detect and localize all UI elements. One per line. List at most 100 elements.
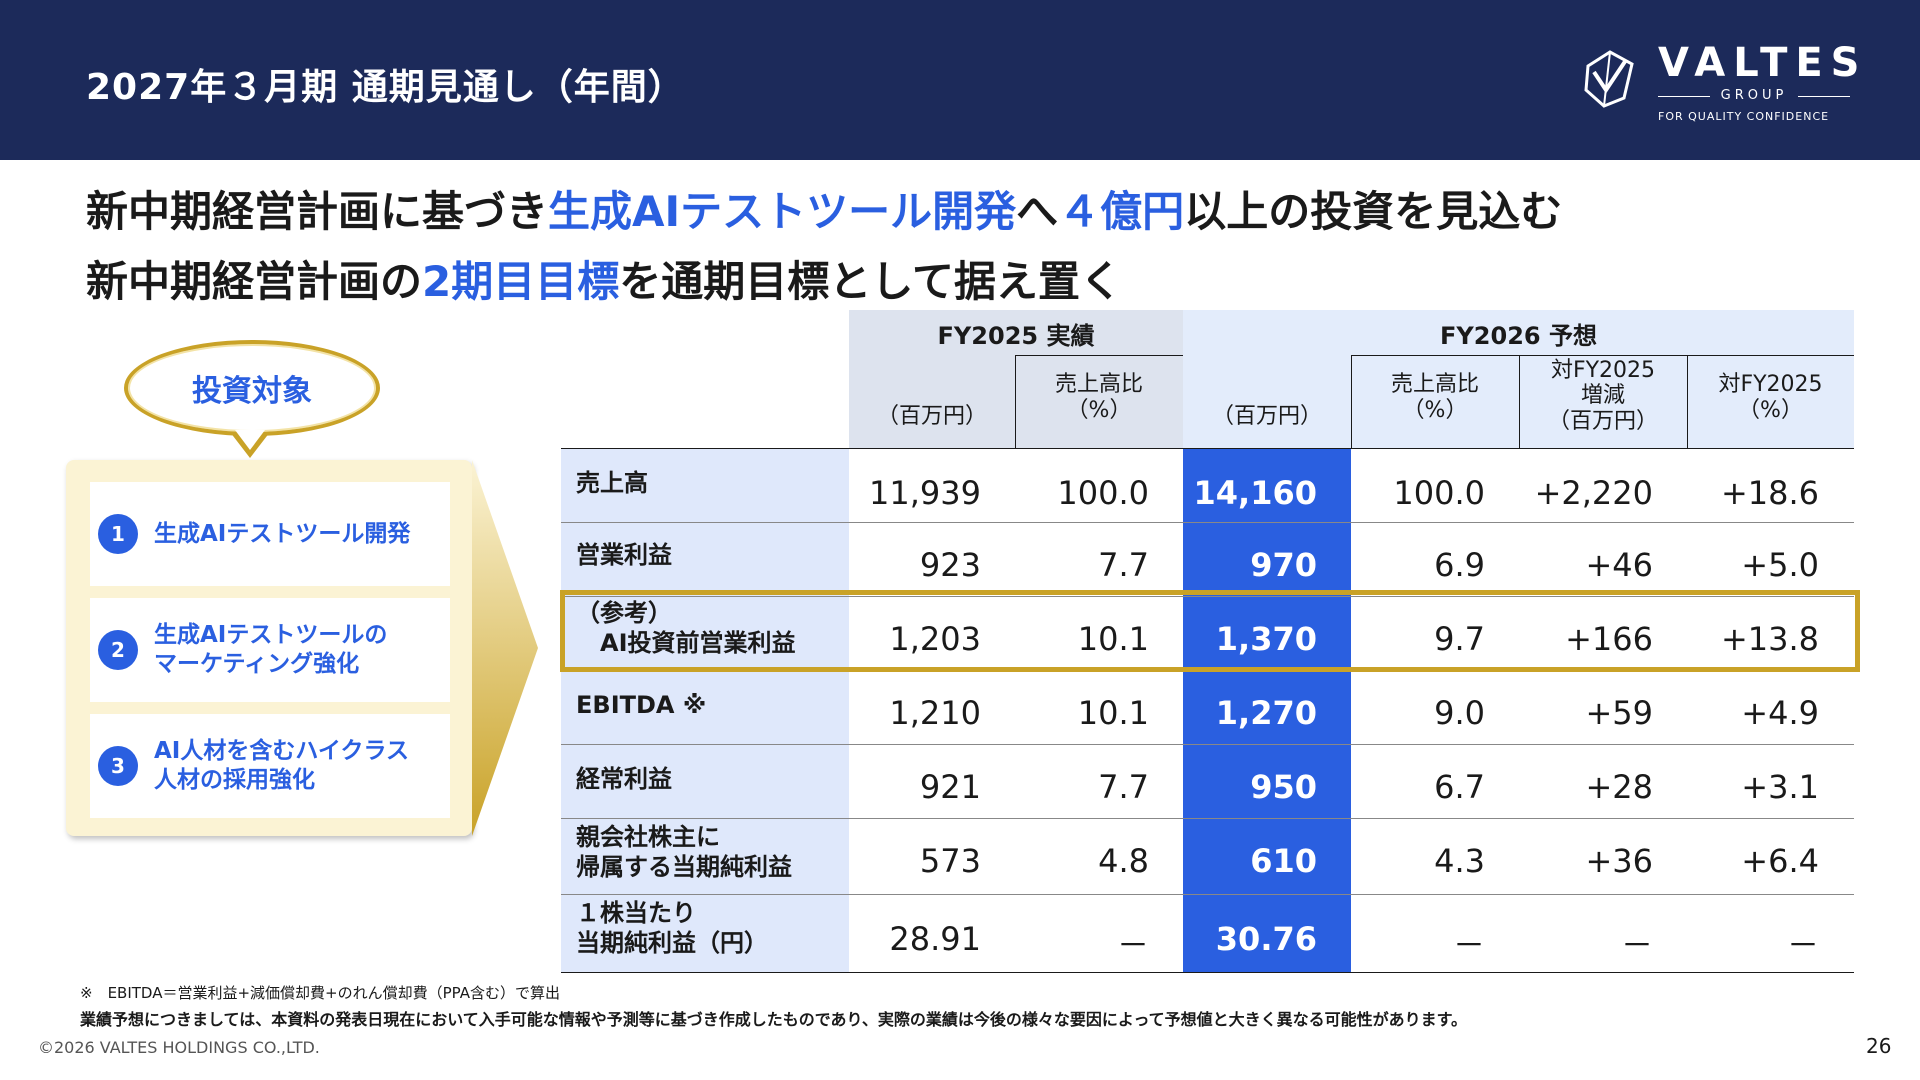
table-cell: 10.1 — [1077, 694, 1149, 732]
col-header: 対FY2025 （%） — [1718, 372, 1823, 424]
bubble-tail-inner — [235, 430, 265, 450]
investment-panel: 1 生成AIテストツール開発 2 生成AIテストツールの マーケティング強化 3… — [66, 460, 472, 836]
headline-2b: 2期目目標 — [422, 257, 620, 306]
table-cell: +4.9 — [1741, 694, 1819, 732]
logo-group: GROUP — [1658, 88, 1850, 103]
table-cell: 10.1 — [1077, 620, 1149, 658]
table-cell: 11,939 — [869, 474, 981, 512]
table-cell: 1,203 — [889, 620, 981, 658]
table-cell: +59 — [1585, 694, 1653, 732]
table-cell: +18.6 — [1720, 474, 1819, 512]
row-divider — [561, 818, 1854, 819]
table-cell: +13.8 — [1720, 620, 1819, 658]
table-cell: 28.91 — [889, 920, 981, 958]
number-badge: 3 — [98, 746, 138, 786]
col-header: 売上高比 （%） — [1390, 372, 1479, 424]
investment-label: 生成AIテストツール開発 — [154, 520, 411, 547]
arrow-right-icon — [472, 460, 538, 836]
table-cell: 6.9 — [1434, 546, 1485, 584]
row-divider — [561, 596, 1854, 597]
row-divider — [561, 448, 1854, 449]
row-label: １株当たり 当期純利益（円） — [576, 899, 768, 957]
table-cell: 9.7 — [1434, 620, 1485, 658]
subheader-border — [1519, 355, 1520, 448]
page-number: 26 — [1866, 1034, 1892, 1058]
subheader-border — [1687, 355, 1688, 448]
col-header: 対FY2025 増減 （百万円） — [1547, 358, 1658, 434]
row-label: 売上高 — [576, 469, 648, 497]
table-cell: +5.0 — [1741, 546, 1819, 584]
investment-label: 生成AIテストツールの マーケティング強化 — [154, 622, 388, 677]
table-cell: 14,160 — [1193, 474, 1317, 512]
headline-line-1: 新中期経営計画に基づき生成AIテストツール開発へ４億円以上の投資を見込む — [86, 178, 1562, 239]
table-cell: 100.0 — [1393, 474, 1485, 512]
subheader-border — [1351, 355, 1854, 356]
table-cell: 30.76 — [1215, 920, 1317, 958]
table-cell: 1,270 — [1215, 694, 1317, 732]
table-cell: +6.4 — [1741, 842, 1819, 880]
table-cell: 100.0 — [1057, 474, 1149, 512]
investment-item: 3 AI人材を含むハイクラス 人材の採用強化 — [90, 714, 450, 818]
headline-1e: 以上の投資を見込む — [1184, 187, 1563, 236]
headline-1b: 生成AIテストツール開発 — [548, 187, 1017, 236]
table-cell: 610 — [1250, 842, 1317, 880]
row-label-column — [561, 448, 849, 972]
headline-1c: へ — [1016, 187, 1059, 236]
table-cell: +3.1 — [1741, 768, 1819, 806]
row-label: EBITDA ※ — [576, 691, 707, 719]
company-logo: VALTES GROUP FOR QUALITY CONFIDENCE — [1580, 40, 1860, 130]
table-cell: +166 — [1565, 620, 1653, 658]
group-header-actual: FY2025 実績 — [937, 322, 1095, 350]
table-cell: 7.7 — [1098, 546, 1149, 584]
table-cell: － — [1116, 926, 1149, 964]
forecast-highlight-column — [1183, 448, 1351, 972]
row-divider — [561, 972, 1854, 973]
table-cell: 4.8 — [1098, 842, 1149, 880]
table-cell: 573 — [919, 842, 981, 880]
table-cell: － — [1786, 926, 1819, 964]
table-cell: 1,370 — [1215, 620, 1317, 658]
investment-item: 1 生成AIテストツール開発 — [90, 482, 450, 586]
row-divider — [561, 522, 1854, 523]
subheader-border — [1015, 355, 1016, 448]
highlight-row-frame — [560, 590, 1860, 672]
row-divider — [561, 744, 1854, 745]
copyright: ©2026 VALTES HOLDINGS CO.,LTD. — [38, 1038, 320, 1057]
investment-label: AI人材を含むハイクラス 人材の採用強化 — [154, 738, 409, 793]
footnote-ebitda: ※ EBITDA＝営業利益+減価償却費+のれん償却費（PPA含む）で算出 — [80, 984, 561, 1002]
table-cell: 921 — [919, 768, 981, 806]
logo-name: VALTES — [1658, 40, 1868, 86]
number-badge: 1 — [98, 514, 138, 554]
col-header: （百万円） — [1211, 404, 1322, 429]
row-label: 親会社株主に 帰属する当期純利益 — [576, 823, 792, 881]
table-cell: 6.7 — [1434, 768, 1485, 806]
page-title: 2027年３月期 通期見通し（年間） — [86, 67, 685, 108]
headline-2c: を通期目標として据え置く — [619, 257, 1122, 306]
logo-mark-icon — [1584, 50, 1634, 108]
group-header-forecast: FY2026 予想 — [1440, 322, 1597, 350]
table-cell: +36 — [1585, 842, 1653, 880]
table-cell: 4.3 — [1434, 842, 1485, 880]
table-cell: 923 — [919, 546, 981, 584]
table-cell: 9.0 — [1434, 694, 1485, 732]
table-cell: 970 — [1250, 546, 1317, 584]
col-header: （百万円） — [876, 404, 987, 429]
table-cell: 7.7 — [1098, 768, 1149, 806]
logo-tagline: FOR QUALITY CONFIDENCE — [1658, 110, 1830, 123]
table-cell: 1,210 — [889, 694, 981, 732]
subheader-border — [1015, 355, 1183, 356]
table-cell: +2,220 — [1534, 474, 1653, 512]
headline-1d: ４億円 — [1058, 187, 1185, 236]
header-actual-bg — [849, 310, 1183, 448]
headline-line-2: 新中期経営計画の2期目目標を通期目標として据え置く — [86, 248, 1122, 309]
headline-2a: 新中期経営計画の — [86, 257, 423, 306]
investment-item: 2 生成AIテストツールの マーケティング強化 — [90, 598, 450, 702]
subheader-border — [1351, 355, 1352, 448]
row-label: 経常利益 — [576, 765, 672, 793]
investment-title-bubble: 投資対象 — [124, 340, 380, 436]
row-label: 営業利益 — [576, 541, 672, 569]
row-label: （参考） AI投資前営業利益 — [576, 599, 796, 657]
table-cell: 950 — [1250, 768, 1317, 806]
number-badge: 2 — [98, 630, 138, 670]
table-cell: +28 — [1585, 768, 1653, 806]
